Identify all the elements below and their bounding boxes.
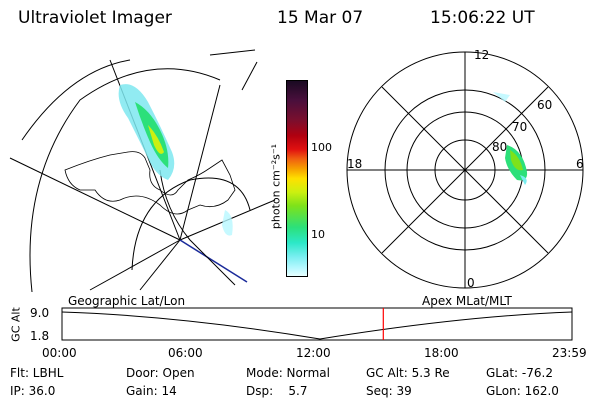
status-dsp: Dsp: 5.7 [246, 384, 308, 398]
status-gain: Gain: 14 [126, 384, 177, 398]
timeline-x-tick-3: 18:00 [424, 346, 459, 360]
geographic-map [9, 49, 276, 293]
instrument-title: Ultraviolet Imager [18, 8, 172, 28]
date-label: 15 Mar 07 [277, 8, 364, 28]
timeline-plot [61, 307, 573, 341]
status-seq: Seq: 39 [366, 384, 412, 398]
status-glat: GLat: -76.2 [486, 366, 553, 380]
status-door: Door: Open [126, 366, 195, 380]
status-filter: Flt: LBHL [10, 366, 64, 380]
timeline-y-axis-label: GC Alt [9, 307, 23, 342]
polar-panel-label: Apex MLat/MLT [422, 294, 512, 308]
timeline-y-tick-high: 9.0 [30, 306, 50, 320]
colorbar-tick-100: 100 [311, 141, 332, 154]
timeline-x-tick-0: 00:00 [42, 346, 77, 360]
status-gc-alt: GC Alt: 5.3 Re [366, 366, 450, 380]
lat-label-70: 70 [512, 120, 528, 134]
colorbar [286, 80, 308, 277]
status-glon: GLon: 162.0 [486, 384, 559, 398]
colorbar-gradient [287, 81, 307, 276]
mlt-label-bottom: 0 [467, 276, 475, 290]
mlt-label-top: 12 [474, 48, 490, 62]
timeline-x-tick-4: 23:59 [552, 346, 587, 360]
timeline-x-tick-2: 12:00 [296, 346, 331, 360]
status-mode: Mode: Normal [246, 366, 330, 380]
colorbar-unit-label: photon cm⁻²s⁻¹ [269, 143, 283, 230]
colorbar-tick-10: 10 [311, 228, 325, 241]
polar-mlat-mlt-plot [346, 51, 584, 289]
geo-panel-label: Geographic Lat/Lon [68, 294, 186, 308]
lat-label-80: 80 [492, 140, 508, 154]
mlt-label-left: 18 [347, 157, 363, 171]
status-ip: IP: 36.0 [10, 384, 56, 398]
timeline-x-tick-1: 06:00 [168, 346, 203, 360]
mlt-label-right: 6 [576, 157, 584, 171]
timeline-y-tick-low: 1.8 [30, 329, 50, 343]
time-label: 15:06:22 UT [430, 8, 535, 28]
lat-label-60: 60 [537, 98, 553, 112]
